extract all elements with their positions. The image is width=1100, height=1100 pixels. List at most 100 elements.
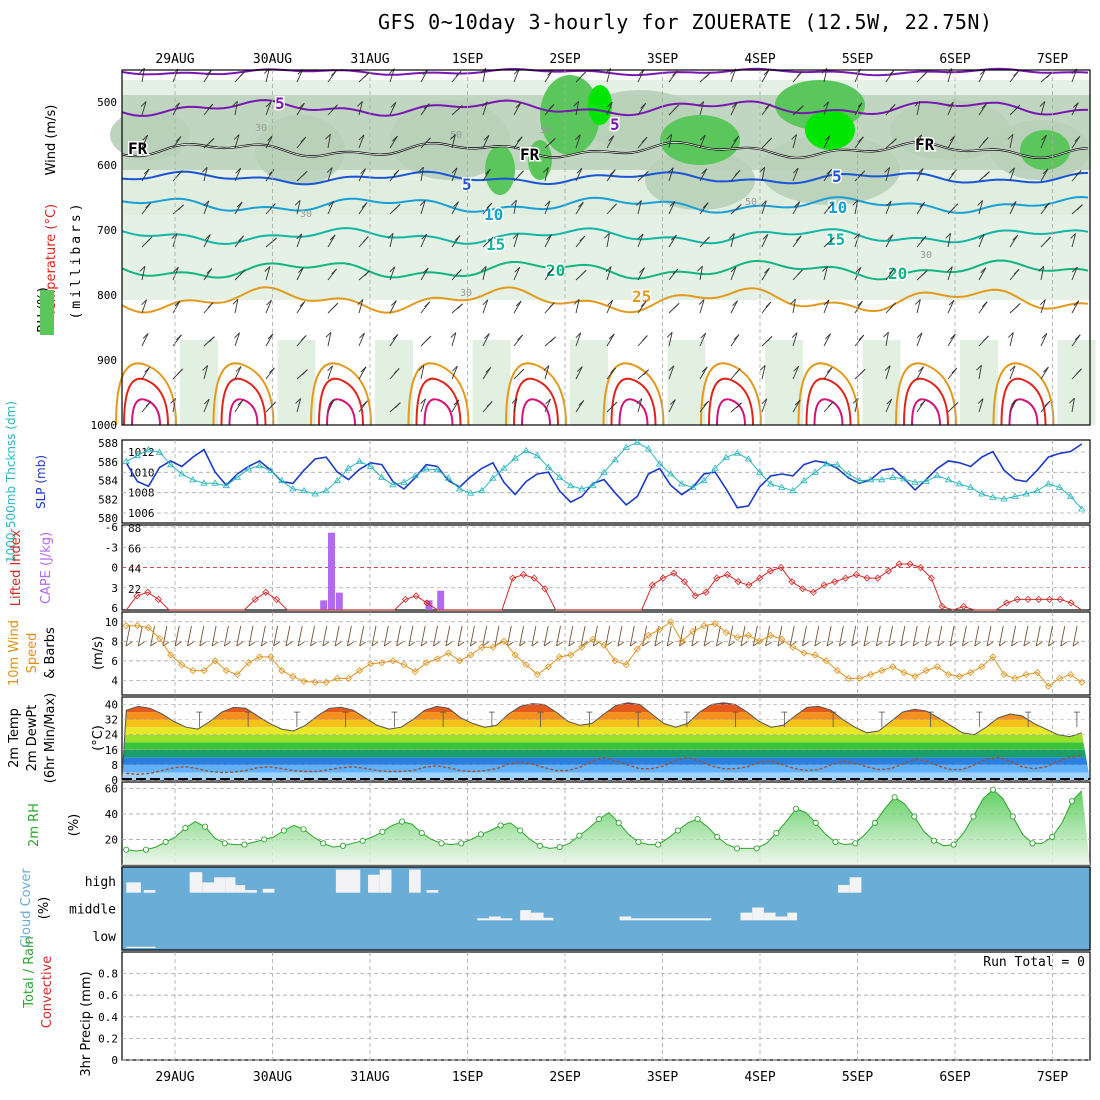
wind-barb-flag (705, 72, 711, 78)
wind-barb-flag (1009, 167, 1015, 174)
wind10-barb (199, 625, 205, 647)
wind-barb (792, 167, 799, 182)
wind-barb (575, 168, 583, 182)
wind10-barb-flag (433, 641, 440, 647)
wind10-barb-flag (949, 641, 957, 647)
wind-label-unit: (m/s) (91, 636, 106, 670)
li-y-left-tick: -6 (105, 521, 118, 534)
wind-barb (358, 134, 365, 149)
wind-barb (1009, 167, 1015, 182)
wind10-barb-flag (261, 641, 268, 647)
wind-barb-flag (392, 135, 398, 142)
cape-bar (425, 600, 433, 610)
wind10-barb (986, 625, 992, 647)
dewpoint-line (126, 754, 1082, 776)
wind10-marker (378, 659, 386, 667)
wind-barb (141, 367, 151, 380)
wind-barb (947, 300, 955, 314)
wind-barb-flag (205, 234, 211, 240)
wind10-marker (278, 667, 286, 675)
wind-barb-flag (1044, 202, 1050, 209)
wind-barb-flag (730, 266, 737, 273)
wind-barb (668, 167, 674, 182)
wind-barb (203, 69, 212, 83)
wind10-barb (998, 625, 1004, 647)
wind-barb (203, 365, 209, 380)
wind-barb (482, 168, 491, 182)
wind-barb (482, 299, 489, 314)
wind-barb (1040, 266, 1045, 281)
wind-barb-flag (418, 364, 425, 371)
wind-barb-flag (1040, 299, 1046, 306)
wind-barb (234, 299, 239, 314)
wind-barb (730, 233, 735, 248)
wind-barb-flag (300, 136, 307, 143)
wind10-barb-flag (888, 641, 895, 647)
wind-barb-flag (1075, 170, 1082, 176)
wind-barb (141, 168, 150, 182)
wind-barb (358, 168, 366, 182)
cloud-axis-labels: Cloud Cover (%) (19, 868, 52, 948)
wind10-barb (1072, 625, 1078, 647)
wind-barb-flag (1074, 334, 1081, 340)
wind-barb-flag (766, 335, 773, 342)
wind-barb-flag (329, 234, 336, 241)
wind-barb-flag (666, 133, 672, 140)
isotherm-loop (797, 362, 860, 426)
wind-barb-flag (299, 301, 306, 307)
rh-marker (1029, 840, 1036, 847)
wind10-barb-flag (322, 641, 330, 647)
wind-barb (637, 200, 642, 215)
wind10-marker (267, 653, 275, 661)
rh-blob (390, 100, 510, 180)
wind-barb-flag (951, 367, 958, 374)
rh-marker (517, 827, 524, 834)
wind-barb (699, 366, 708, 380)
cloud-bar (543, 917, 554, 921)
cape-bar (320, 600, 328, 610)
wind-barb-flag (1008, 332, 1014, 338)
wind-barb-flag (545, 398, 551, 405)
isotherm-loop (318, 377, 364, 426)
wind-barb-flag (202, 365, 208, 371)
wind10-barb-flag (642, 641, 649, 647)
wind10-barb (851, 625, 857, 647)
wind10-barb-flag (371, 641, 379, 647)
isotherm (121, 99, 1088, 117)
wind-barb (296, 233, 303, 248)
wind10-barb-flag (445, 641, 453, 647)
wind10-barb (974, 625, 980, 647)
wind10-barb (543, 625, 549, 647)
cape-y-right-tick: 88 (128, 522, 141, 535)
wind-barb-flag (233, 134, 240, 140)
wind-barb-flag (573, 299, 580, 305)
li-marker (1024, 595, 1032, 603)
isotherm-label: 25 (632, 287, 651, 306)
date-label-bottom: 29AUG (155, 1070, 194, 1085)
wind-y-tick: 4 (111, 674, 118, 687)
li-marker (906, 560, 914, 568)
wind-barb (265, 266, 271, 281)
wind10-marker (589, 635, 597, 643)
wind10-marker (978, 663, 986, 671)
li-axis-labels: Lifted Index CAPE (J/kg) (9, 529, 54, 606)
temp-band (122, 764, 1090, 773)
rh-marker (320, 840, 327, 847)
wind10-marker (311, 678, 319, 686)
wind10-barb-flag (1023, 641, 1031, 647)
upper-y-tick: 600 (97, 159, 117, 172)
temp-label-unit: (°C) (91, 725, 106, 751)
wind-barb (699, 101, 705, 116)
wind10-barb-flag (925, 641, 932, 647)
wind-barb-flag (547, 268, 554, 274)
thickness-marker (655, 460, 664, 467)
wind-barb (451, 365, 458, 380)
isotherm-label: 15 (826, 230, 845, 249)
wind-barb-flag (325, 331, 332, 338)
wind10-barb (937, 625, 943, 647)
wind-barb-flag (268, 169, 275, 175)
wind-barb-flag (797, 269, 803, 276)
rh-low-column (570, 340, 608, 425)
wind-barb-flag (208, 137, 215, 144)
